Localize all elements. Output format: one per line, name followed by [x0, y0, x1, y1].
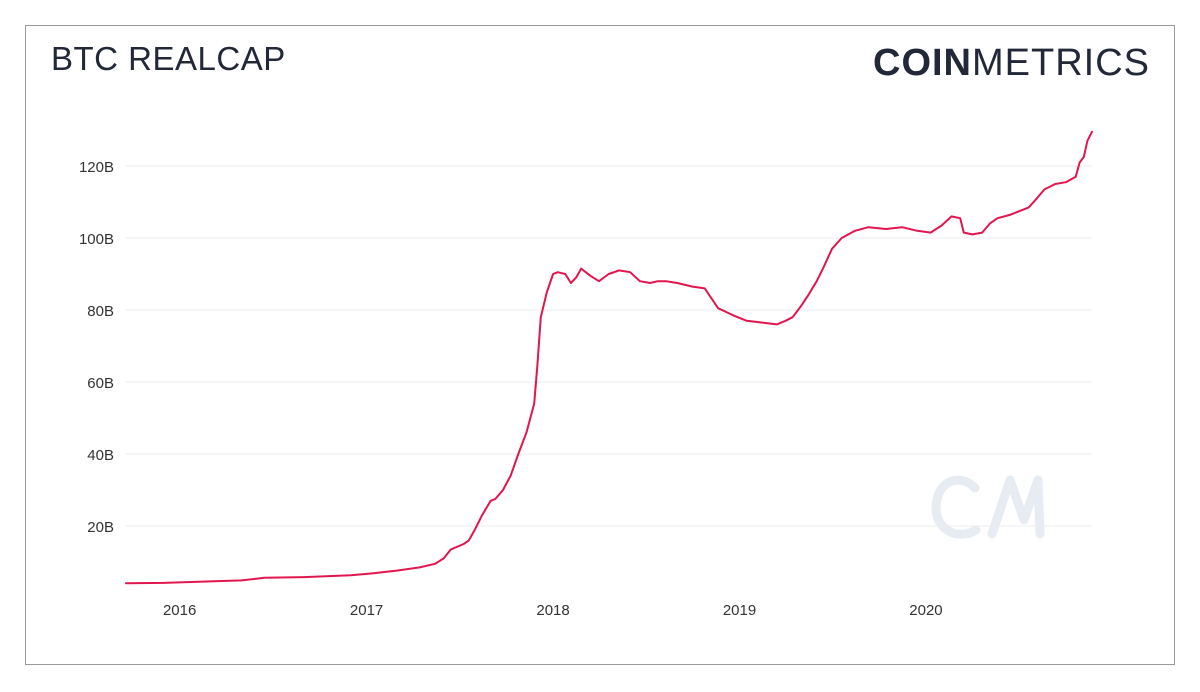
x-tick-label: 2017 — [350, 602, 383, 619]
x-tick-label: 2020 — [909, 602, 942, 619]
x-tick-label: 2016 — [163, 602, 196, 619]
x-tick-label: 2019 — [723, 602, 756, 619]
coinmetrics-logo: COINMETRICS — [873, 42, 1150, 85]
y-tick-label: 120B — [79, 159, 114, 176]
y-tick-label: 80B — [87, 303, 114, 320]
y-tick-label: 60B — [87, 375, 114, 392]
chart-frame — [25, 25, 1175, 665]
x-tick-label: 2018 — [536, 602, 569, 619]
cm-watermark-icon — [931, 475, 1045, 539]
y-tick-label: 40B — [87, 447, 114, 464]
y-tick-label: 100B — [79, 231, 114, 248]
series-line — [125, 130, 1093, 585]
logo-bold-text: COIN — [873, 42, 972, 84]
y-tick-label: 20B — [87, 519, 114, 536]
chart-title: BTC REALCAP — [51, 40, 286, 77]
logo-light-text: METRICS — [972, 42, 1150, 84]
